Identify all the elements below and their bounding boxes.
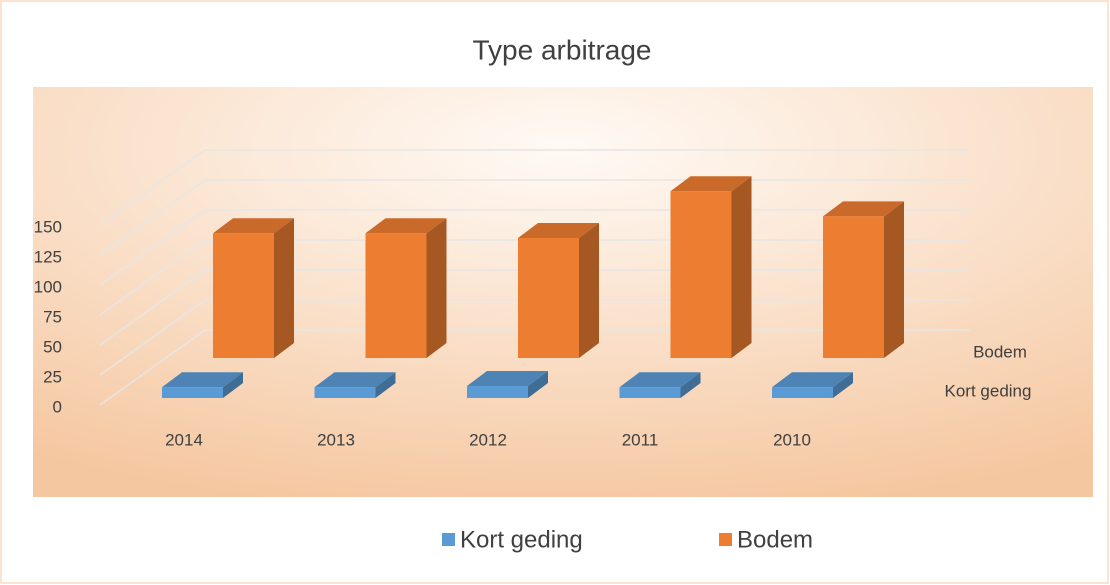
bar-side	[426, 218, 447, 358]
bar-side	[375, 372, 396, 398]
legend-label: Bodem	[737, 526, 813, 553]
grid-line	[99, 149, 970, 226]
bar	[518, 238, 579, 358]
bar-side	[528, 371, 548, 398]
bar	[467, 386, 528, 398]
x-tick-label: 2012	[469, 430, 507, 449]
bar-side	[579, 223, 599, 358]
bar-side	[223, 372, 243, 398]
bar	[772, 387, 833, 398]
bar	[162, 387, 223, 398]
depth-label: Bodem	[973, 342, 1027, 361]
bar-top	[619, 372, 701, 388]
legend-swatch	[442, 533, 455, 546]
bar-top	[314, 372, 396, 388]
bar-side	[274, 218, 294, 358]
bar-side	[833, 372, 853, 398]
bar	[213, 233, 274, 358]
x-tick-label: 2013	[317, 430, 355, 449]
bar	[823, 216, 884, 358]
legend-label: Kort geding	[460, 526, 583, 553]
legend-swatch	[719, 533, 732, 546]
bar-top	[162, 372, 243, 388]
x-tick-label: 2011	[622, 430, 659, 449]
y-tick-label: 50	[43, 337, 62, 356]
x-tick-label: 2010	[773, 430, 811, 449]
bar	[670, 191, 732, 358]
depth-label: Kort geding	[945, 381, 1032, 400]
x-tick-label: 2014	[165, 430, 203, 449]
bar-top	[823, 201, 904, 217]
bar	[314, 387, 376, 398]
y-tick-label: 0	[53, 397, 62, 416]
bar-side	[884, 201, 904, 358]
bar	[619, 387, 681, 398]
y-tick-label: 150	[34, 217, 62, 236]
bar-top	[772, 372, 853, 388]
y-tick-label: 125	[34, 247, 62, 266]
bar	[365, 233, 427, 358]
bar-top	[518, 223, 599, 238]
bars	[162, 176, 904, 398]
y-tick-label: 75	[43, 307, 62, 326]
bar-top	[213, 218, 294, 234]
bar-top	[467, 371, 548, 386]
bar-side	[680, 372, 701, 398]
bar-side	[731, 176, 752, 358]
y-tick-label: 100	[34, 277, 62, 296]
bar-top	[670, 176, 752, 192]
y-tick-label: 25	[43, 367, 62, 386]
bar-top	[365, 218, 447, 234]
chart-title: Type arbitrage	[473, 34, 652, 65]
